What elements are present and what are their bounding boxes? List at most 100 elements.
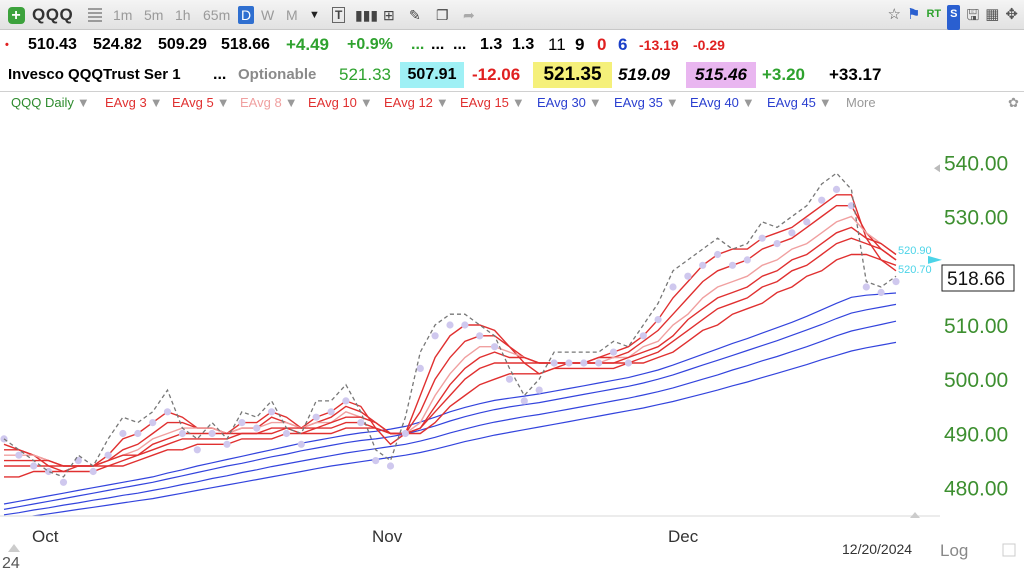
toolbar-right-icons: ☆ ⚑ RT S 🖫 ▦ ✥ (888, 5, 1018, 30)
period-monthly[interactable]: M (286, 7, 298, 23)
x-tick-label: Nov (372, 527, 403, 546)
price-dot (520, 397, 528, 405)
legend-more-button[interactable]: More (846, 95, 876, 110)
share-icon[interactable]: ➦ (463, 6, 475, 23)
price-dot (684, 272, 692, 280)
legend-item-eavg-35[interactable]: EAvg 35 ▼ (614, 95, 679, 110)
price-dot (163, 408, 172, 416)
price-dot (788, 229, 796, 237)
legend-item-eavg-40[interactable]: EAvg 40 ▼ (690, 95, 755, 110)
period-5m[interactable]: 5m (144, 7, 164, 23)
dots-d: ... (213, 66, 227, 83)
period-1m[interactable]: 1m (113, 7, 133, 23)
price-dot (609, 348, 618, 356)
change-pct-value: +0.9% (347, 36, 393, 53)
x-tick-label: Oct (32, 527, 59, 546)
marker-arrow (928, 255, 942, 264)
price-dots (0, 185, 900, 486)
price-dot (297, 440, 305, 448)
price-dot (431, 332, 439, 340)
legend-item-eavg-8[interactable]: EAvg 8 ▼ (240, 95, 298, 110)
flag-icon[interactable]: ⚑ (906, 6, 921, 23)
legend-item-eavg-10[interactable]: EAvg 10 ▼ (308, 95, 373, 110)
pencil-icon[interactable]: ✎ (409, 6, 421, 23)
marker-high-label: 520.90 (898, 245, 932, 257)
star-icon[interactable]: ☆ (887, 6, 901, 23)
legend-item-qqq-daily[interactable]: QQQ Daily ▼ (11, 95, 90, 110)
alert-dot: • (5, 39, 9, 51)
period-dropdown-icon[interactable]: ▼ (309, 9, 320, 21)
symbol-input[interactable]: QQQ (32, 5, 74, 24)
close-value: 518.66 (221, 36, 270, 53)
period-weekly[interactable]: W (261, 7, 275, 23)
legend-item-eavg-3[interactable]: EAvg 3 ▼ (105, 95, 163, 110)
x-axis: Oct Nov Dec 12/20/2024 Log 24 (0, 512, 1016, 572)
price-dot (401, 429, 409, 438)
plus-icon: + (7, 6, 25, 24)
price-dot (268, 408, 276, 416)
price-dot (892, 278, 900, 286)
price-dot (416, 364, 424, 372)
value-b: 1.3 (512, 36, 535, 53)
tbox-icon[interactable]: T (332, 0, 346, 30)
x-tick-label: Dec (668, 527, 699, 546)
legend-item-eavg-15[interactable]: EAvg 15 ▼ (460, 95, 525, 110)
series-line-eavg-40 (3, 320, 897, 516)
scroll-marker-icon (910, 512, 920, 518)
add-symbol-button[interactable]: + (6, 0, 26, 30)
price-dot (253, 424, 261, 432)
add-chart-icon[interactable]: ⊞ (383, 6, 395, 23)
price-dot (357, 419, 365, 427)
value-a: 1.3 (480, 36, 503, 53)
series-line-eavg-15 (4, 253, 897, 478)
period-65m[interactable]: 65m (203, 7, 231, 23)
price-dot (669, 283, 677, 291)
copy-icon[interactable]: ❐ (436, 6, 449, 23)
price-dot (193, 446, 201, 454)
legend-item-eavg-12[interactable]: EAvg 12 ▼ (384, 95, 449, 110)
series-line-eavg-12 (4, 237, 897, 467)
price-f: 515.46 (686, 62, 756, 88)
legend-item-eavg-5[interactable]: EAvg 5 ▼ (172, 95, 230, 110)
price-dot (461, 321, 469, 329)
period-daily[interactable]: D (238, 6, 255, 24)
price-dot (580, 359, 588, 367)
price-chart[interactable]: 540.00530.00520.00510.00500.00490.00480.… (0, 114, 1024, 580)
price-dot (639, 332, 647, 340)
bar-chart-icon[interactable]: ▮▮▮ (355, 6, 379, 23)
price-dot (565, 359, 573, 367)
price-dot (595, 359, 603, 367)
last-price-label: 518.66 (947, 269, 1005, 290)
legend-item-eavg-30[interactable]: EAvg 30 ▼ (537, 95, 602, 110)
price-dot (89, 467, 97, 476)
neg-value-a: -13.19 (639, 37, 679, 53)
palette-icon[interactable]: ✿ (1008, 95, 1019, 110)
legend-item-eavg-45[interactable]: EAvg 45 ▼ (767, 95, 832, 110)
price-g: +3.20 (762, 65, 806, 84)
neg-value-b: -0.29 (693, 37, 725, 53)
series-line-eavg-30 (3, 292, 897, 505)
grid-icon[interactable] (86, 0, 104, 30)
price-dot (699, 261, 707, 269)
price-dot (372, 457, 380, 465)
y-tick-label: 490.00 (944, 424, 1008, 447)
y-tick-label: 480.00 (944, 478, 1008, 501)
price-dot (803, 218, 811, 226)
move-icon[interactable]: ✥ (1005, 6, 1018, 23)
price-dot (134, 429, 142, 438)
y-tick-label: 540.00 (944, 152, 1008, 175)
s-icon[interactable]: S (947, 5, 961, 30)
scroll-up-icon (8, 544, 20, 552)
save-icon[interactable]: 🖫 (966, 7, 980, 24)
price-dot (505, 375, 514, 383)
rt-icon[interactable]: RT (926, 8, 942, 20)
price-dot (104, 451, 112, 459)
series-line-eavg-8 (4, 215, 897, 467)
price-dot (476, 332, 484, 340)
price-dot (535, 386, 543, 394)
period-1h[interactable]: 1h (175, 7, 191, 23)
price-chart-svg[interactable]: 540.00530.00520.00510.00500.00490.00480.… (0, 114, 1024, 580)
count-c: 0 (597, 35, 607, 54)
left-footer-label: 24 (2, 555, 20, 572)
grid-view-icon[interactable]: ▦ (985, 6, 1000, 23)
